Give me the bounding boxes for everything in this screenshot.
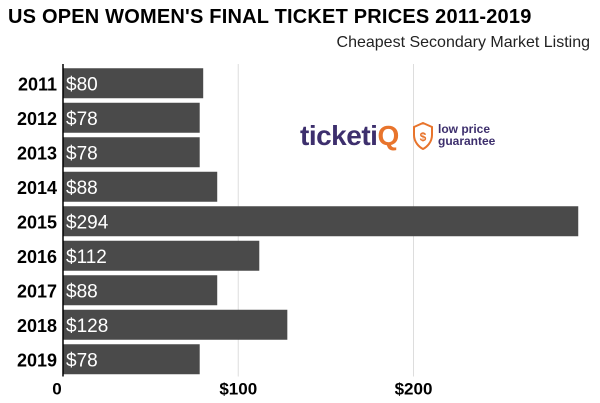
chart-title: US OPEN WOMEN'S FINAL TICKET PRICES 2011… bbox=[8, 6, 532, 28]
svg-text:$: $ bbox=[420, 130, 427, 144]
y-tick-label-2011: 2011 bbox=[18, 74, 57, 94]
chart-subtitle: Cheapest Secondary Market Listing bbox=[336, 34, 590, 51]
shield-icon: $ bbox=[413, 122, 433, 150]
bar-2018 bbox=[63, 309, 288, 340]
y-tick-label-2017: 2017 bbox=[17, 281, 57, 301]
bar-value-label-2011: $80 bbox=[66, 74, 98, 95]
bar-value-label-2014: $88 bbox=[66, 178, 98, 199]
bar-2011 bbox=[63, 68, 204, 99]
ticketiq-logo: ticketiQ $ low price guarantee bbox=[300, 120, 510, 154]
bar-2014 bbox=[63, 171, 218, 202]
x-tick-label-200: $200 bbox=[395, 380, 433, 399]
logo-brand-prefix: ticketi bbox=[300, 120, 378, 151]
bar-value-label-2012: $78 bbox=[66, 109, 98, 130]
logo-tagline: low price guarantee bbox=[438, 123, 495, 147]
y-tick-label-2019: 2019 bbox=[17, 350, 57, 370]
y-tick-label-2013: 2013 bbox=[17, 143, 57, 163]
bar-value-label-2016: $112 bbox=[66, 247, 107, 268]
y-tick-label-2014: 2014 bbox=[17, 178, 57, 198]
bar-2015 bbox=[63, 206, 579, 237]
axis-layer: 0 $100 $200 2011 2012 2013 2014 2015 2016 2017 201… bbox=[17, 64, 432, 399]
bar-2013 bbox=[63, 137, 200, 168]
bar-value-label-2013: $78 bbox=[66, 143, 98, 164]
logo-tagline-line2: guarantee bbox=[438, 134, 496, 148]
bar-2019 bbox=[63, 344, 200, 375]
y-tick-label-2016: 2016 bbox=[17, 247, 57, 267]
logo-tagline-line1: low price bbox=[438, 122, 491, 136]
bar-value-label-2017: $88 bbox=[66, 281, 98, 302]
bar-2017 bbox=[63, 275, 218, 306]
bar-value-label-2015: $294 bbox=[66, 212, 109, 233]
logo-wordmark: ticketiQ bbox=[300, 120, 399, 152]
bar-layer bbox=[63, 68, 579, 375]
y-tick-label-2018: 2018 bbox=[17, 316, 57, 336]
bar-2012 bbox=[63, 102, 200, 133]
bar-value-label-2018: $128 bbox=[66, 316, 108, 337]
bar-value-label-2019: $78 bbox=[66, 350, 98, 371]
logo-brand-suffix: Q bbox=[377, 120, 399, 151]
bar-2016 bbox=[63, 240, 260, 271]
x-tick-label-0: 0 bbox=[52, 380, 61, 399]
y-tick-label-2012: 2012 bbox=[17, 109, 57, 129]
label-layer: $80 $78 $78 $88 $294 $112 $88 $128 $78 bbox=[66, 74, 109, 371]
x-tick-label-100: $100 bbox=[219, 380, 257, 399]
y-tick-label-2015: 2015 bbox=[17, 212, 57, 232]
